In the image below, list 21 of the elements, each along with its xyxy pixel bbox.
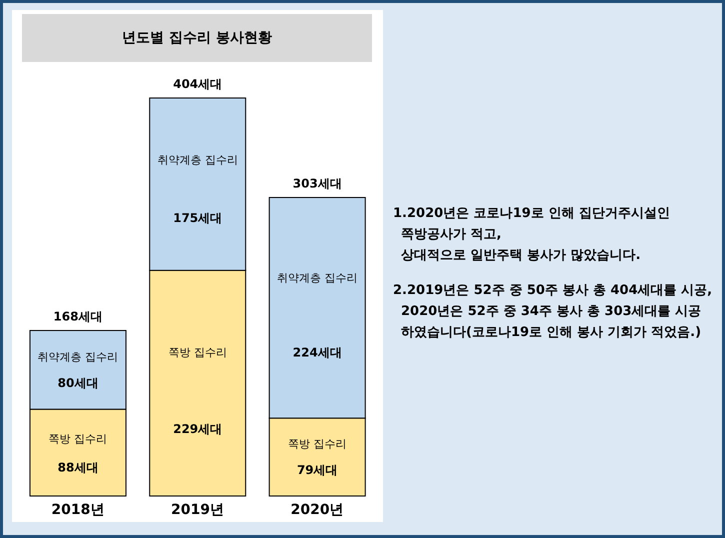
- text: 쪽방 집수리: [288, 438, 347, 451]
- text: 2.2019년은 52주 중 50주 봉사 총 404세대를 시공, 2020년은 52주 중 34주 봉사 총 303세대를 시공 하였습니다(코로나19로 인해 봉사 기회가 적었음.): [393, 282, 712, 342]
- data-label: 80세대: [58, 376, 98, 390]
- x-tick-label: 2019년: [171, 502, 224, 518]
- data-label: 79세대: [296, 463, 338, 478]
- text: 1.2020년은 코로나19로 인해 집단거주시설인 쪽방공사가 적고, 상대적으로 일반주택 봉사가 많았습니다.: [393, 205, 671, 265]
- x-tick-label: 2018년: [51, 502, 104, 518]
- series-label: 취약계층 집수리: [38, 350, 118, 364]
- data-label: 229세대: [173, 422, 222, 436]
- series-label: 쪽방 집수리: [48, 432, 108, 446]
- data-label: 175세대: [173, 211, 222, 226]
- total-label: 303세대: [292, 176, 342, 190]
- data-label: 224세대: [292, 345, 342, 360]
- text: 쪽방 집수리: [168, 346, 227, 360]
- data-label: 88세대: [58, 460, 98, 475]
- text: 취약계층 집수리: [277, 271, 358, 284]
- chart-title: 년도별 집수리 봉사현황: [122, 29, 272, 47]
- x-tick-label: 2020년: [290, 502, 344, 518]
- total-label: 404세대: [173, 77, 222, 91]
- text: 취약계층 집수리: [157, 154, 238, 167]
- total-label: 168세대: [53, 309, 102, 324]
